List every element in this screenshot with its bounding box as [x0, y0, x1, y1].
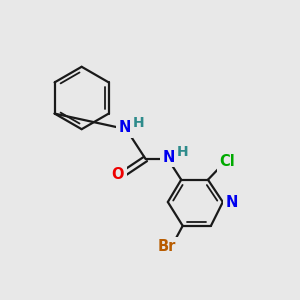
Text: N: N: [118, 120, 131, 135]
Text: N: N: [226, 194, 238, 209]
Text: N: N: [162, 150, 175, 165]
Text: Cl: Cl: [219, 154, 235, 169]
Text: H: H: [176, 146, 188, 159]
Text: H: H: [133, 116, 145, 130]
Text: Br: Br: [157, 239, 176, 254]
Text: O: O: [112, 167, 124, 182]
